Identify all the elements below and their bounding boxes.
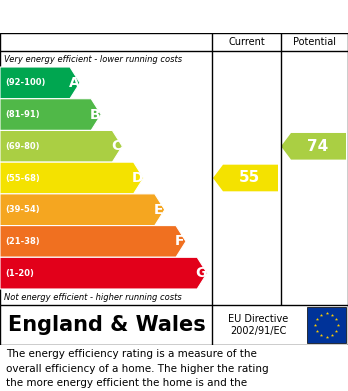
Text: E: E (154, 203, 164, 217)
Text: (39-54): (39-54) (5, 205, 40, 214)
Text: F: F (175, 235, 185, 248)
Text: (69-80): (69-80) (5, 142, 40, 151)
Text: England & Wales: England & Wales (8, 315, 206, 335)
Text: (21-38): (21-38) (5, 237, 40, 246)
Text: B: B (90, 108, 101, 122)
Text: C: C (111, 139, 121, 153)
Text: The energy efficiency rating is a measure of the
overall efficiency of a home. T: The energy efficiency rating is a measur… (6, 349, 269, 391)
Text: (92-100): (92-100) (5, 78, 45, 87)
Text: 74: 74 (307, 139, 328, 154)
Polygon shape (0, 162, 144, 194)
Text: Potential: Potential (293, 37, 336, 47)
Polygon shape (0, 194, 165, 226)
Text: G: G (196, 266, 207, 280)
Text: (55-68): (55-68) (5, 174, 40, 183)
Polygon shape (0, 131, 122, 162)
Text: A: A (69, 76, 79, 90)
Polygon shape (0, 257, 207, 289)
Text: 2002/91/EC: 2002/91/EC (230, 326, 287, 336)
Polygon shape (0, 67, 80, 99)
Text: Very energy efficient - lower running costs: Very energy efficient - lower running co… (4, 54, 182, 63)
Polygon shape (213, 165, 278, 191)
Text: (1-20): (1-20) (5, 269, 34, 278)
Polygon shape (0, 99, 101, 131)
Polygon shape (281, 133, 346, 160)
Text: Not energy efficient - higher running costs: Not energy efficient - higher running co… (4, 292, 182, 301)
Bar (307, 307, 346, 343)
Text: Current: Current (228, 37, 265, 47)
Text: D: D (132, 171, 143, 185)
Polygon shape (0, 226, 186, 257)
Text: 55: 55 (239, 170, 260, 185)
Text: (81-91): (81-91) (5, 110, 40, 119)
Text: EU Directive: EU Directive (228, 314, 288, 324)
Text: Energy Efficiency Rating: Energy Efficiency Rating (10, 7, 239, 25)
